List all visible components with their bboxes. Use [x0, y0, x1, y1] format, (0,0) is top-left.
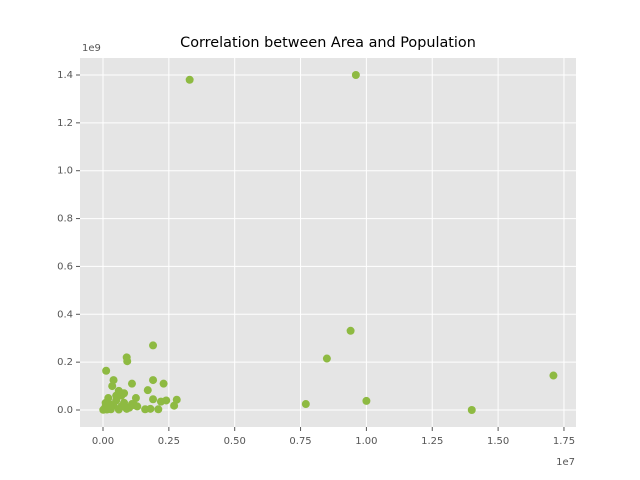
- point: [123, 357, 132, 366]
- x-tick-label: 0.50: [224, 436, 246, 447]
- point: [112, 391, 121, 400]
- y-tick-label: 1.0: [57, 166, 73, 177]
- point: [120, 389, 129, 398]
- chart-title: Correlation between Area and Population: [180, 35, 476, 51]
- point: [346, 326, 355, 335]
- point: [149, 376, 158, 385]
- point: [149, 395, 158, 404]
- point: [154, 405, 163, 414]
- point: [146, 404, 155, 413]
- point: [351, 70, 360, 79]
- point: [149, 341, 158, 350]
- point: [102, 366, 111, 375]
- point: [127, 379, 136, 388]
- point: [301, 400, 310, 409]
- y-tick-label: 1.4: [57, 70, 73, 81]
- x-tick-label: 1.50: [487, 436, 509, 447]
- y-tick-label: 1.2: [57, 118, 73, 129]
- x-tick-label: 1.00: [355, 436, 377, 447]
- x-tick-label: 0.25: [158, 436, 180, 447]
- point: [170, 401, 179, 410]
- x-tick-label: 1.25: [421, 436, 443, 447]
- point: [133, 402, 142, 411]
- y-tick-label: 0.0: [57, 405, 73, 416]
- point: [109, 376, 118, 385]
- x-tick-label: 1.75: [553, 436, 575, 447]
- point: [172, 395, 181, 404]
- point: [101, 402, 110, 411]
- point: [159, 379, 168, 388]
- point: [467, 406, 476, 415]
- x-tick-label: 0.00: [92, 436, 114, 447]
- y-tick-label: 0.2: [57, 357, 73, 368]
- point: [131, 394, 140, 403]
- point: [185, 75, 194, 84]
- y-tick-label: 0.4: [57, 309, 73, 320]
- point: [143, 386, 152, 395]
- point: [322, 354, 331, 363]
- y-offset-label: 1e9: [82, 43, 101, 54]
- point: [362, 396, 371, 405]
- point: [549, 371, 558, 380]
- point: [108, 382, 117, 391]
- point: [162, 396, 171, 405]
- x-tick-label: 0.75: [289, 436, 311, 447]
- y-tick-label: 0.8: [57, 214, 73, 225]
- y-tick-label: 0.6: [57, 261, 73, 272]
- x-offset-label: 1e7: [556, 457, 575, 468]
- plot-area: [80, 58, 576, 427]
- point: [117, 402, 126, 411]
